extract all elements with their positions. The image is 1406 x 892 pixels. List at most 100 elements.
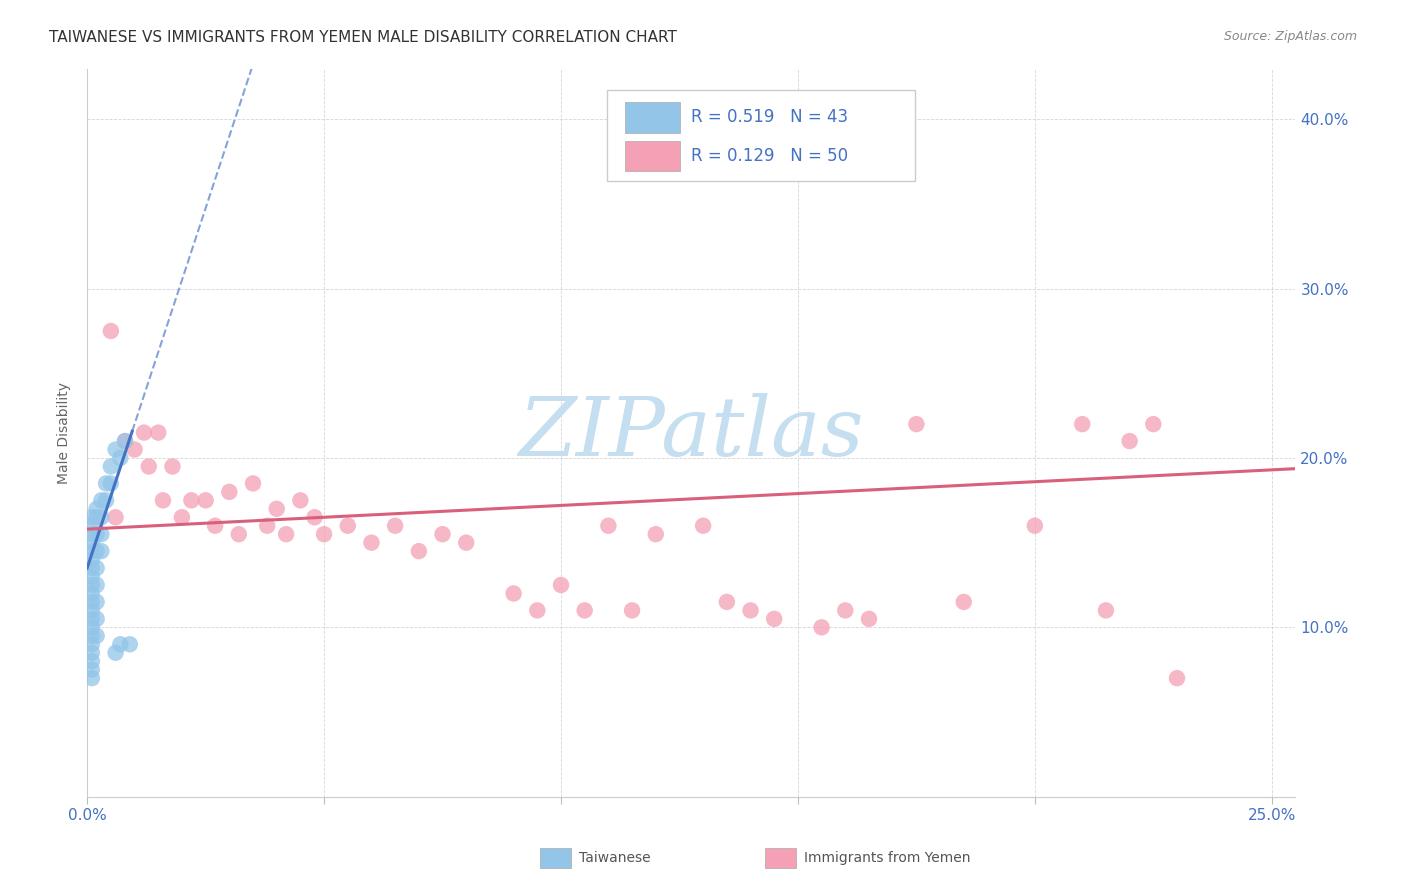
- Point: [763, 612, 786, 626]
- Point: [80, 569, 103, 583]
- Text: Immigrants from Yemen: Immigrants from Yemen: [804, 851, 970, 865]
- Point: [152, 493, 174, 508]
- Point: [408, 544, 430, 558]
- Point: [1071, 417, 1094, 431]
- Point: [86, 527, 108, 541]
- Point: [194, 493, 217, 508]
- Point: [502, 586, 524, 600]
- Point: [94, 493, 117, 508]
- Point: [1166, 671, 1188, 685]
- Point: [80, 629, 103, 643]
- Point: [162, 459, 184, 474]
- Point: [858, 612, 880, 626]
- Point: [598, 518, 620, 533]
- Point: [574, 603, 596, 617]
- Point: [86, 578, 108, 592]
- Point: [86, 612, 108, 626]
- Point: [644, 527, 666, 541]
- Point: [80, 518, 103, 533]
- Point: [304, 510, 326, 524]
- Point: [104, 442, 127, 457]
- Point: [80, 663, 103, 677]
- Point: [80, 595, 103, 609]
- Point: [100, 476, 122, 491]
- Point: [90, 510, 112, 524]
- Point: [621, 603, 644, 617]
- Point: [80, 586, 103, 600]
- Point: [110, 637, 132, 651]
- Text: TAIWANESE VS IMMIGRANTS FROM YEMEN MALE DISABILITY CORRELATION CHART: TAIWANESE VS IMMIGRANTS FROM YEMEN MALE …: [49, 30, 678, 45]
- Point: [110, 450, 132, 465]
- Point: [80, 535, 103, 549]
- Point: [432, 527, 454, 541]
- Point: [104, 646, 127, 660]
- Point: [90, 527, 112, 541]
- Point: [80, 671, 103, 685]
- Point: [86, 544, 108, 558]
- Point: [114, 434, 136, 448]
- Text: ZIPatlas: ZIPatlas: [519, 392, 865, 473]
- Point: [290, 493, 312, 508]
- Point: [384, 518, 406, 533]
- Point: [80, 654, 103, 668]
- Text: Source: ZipAtlas.com: Source: ZipAtlas.com: [1223, 30, 1357, 44]
- Point: [80, 646, 103, 660]
- Y-axis label: Male Disability: Male Disability: [58, 382, 72, 483]
- FancyBboxPatch shape: [624, 102, 681, 133]
- Point: [80, 544, 103, 558]
- Point: [905, 417, 928, 431]
- Point: [80, 527, 103, 541]
- Point: [118, 637, 141, 651]
- Point: [80, 561, 103, 575]
- Point: [100, 324, 122, 338]
- Point: [86, 510, 108, 524]
- Point: [312, 527, 335, 541]
- FancyBboxPatch shape: [607, 90, 915, 181]
- Point: [1142, 417, 1164, 431]
- Point: [138, 459, 160, 474]
- Point: [86, 561, 108, 575]
- Point: [114, 434, 136, 448]
- Point: [550, 578, 572, 592]
- Point: [90, 544, 112, 558]
- Point: [266, 501, 288, 516]
- Point: [810, 620, 832, 634]
- Point: [148, 425, 170, 440]
- Point: [256, 518, 278, 533]
- Point: [228, 527, 250, 541]
- Point: [276, 527, 298, 541]
- Point: [1118, 434, 1140, 448]
- Point: [242, 476, 264, 491]
- Point: [86, 595, 108, 609]
- Point: [86, 629, 108, 643]
- Point: [80, 637, 103, 651]
- Point: [716, 595, 738, 609]
- FancyBboxPatch shape: [624, 141, 681, 171]
- Point: [456, 535, 478, 549]
- Point: [360, 535, 382, 549]
- Point: [692, 518, 714, 533]
- Point: [740, 603, 762, 617]
- Text: R = 0.129   N = 50: R = 0.129 N = 50: [692, 147, 848, 165]
- Point: [80, 578, 103, 592]
- Point: [80, 603, 103, 617]
- Text: R = 0.519   N = 43: R = 0.519 N = 43: [692, 108, 848, 127]
- Point: [218, 484, 240, 499]
- Point: [86, 501, 108, 516]
- Point: [104, 510, 127, 524]
- Point: [336, 518, 359, 533]
- Point: [124, 442, 146, 457]
- Point: [90, 493, 112, 508]
- Text: Taiwanese: Taiwanese: [579, 851, 651, 865]
- Point: [94, 476, 117, 491]
- Point: [80, 510, 103, 524]
- Point: [204, 518, 226, 533]
- Point: [180, 493, 202, 508]
- Point: [1024, 518, 1046, 533]
- Point: [952, 595, 974, 609]
- Point: [80, 612, 103, 626]
- Point: [100, 459, 122, 474]
- Point: [170, 510, 193, 524]
- Point: [1095, 603, 1118, 617]
- Point: [132, 425, 155, 440]
